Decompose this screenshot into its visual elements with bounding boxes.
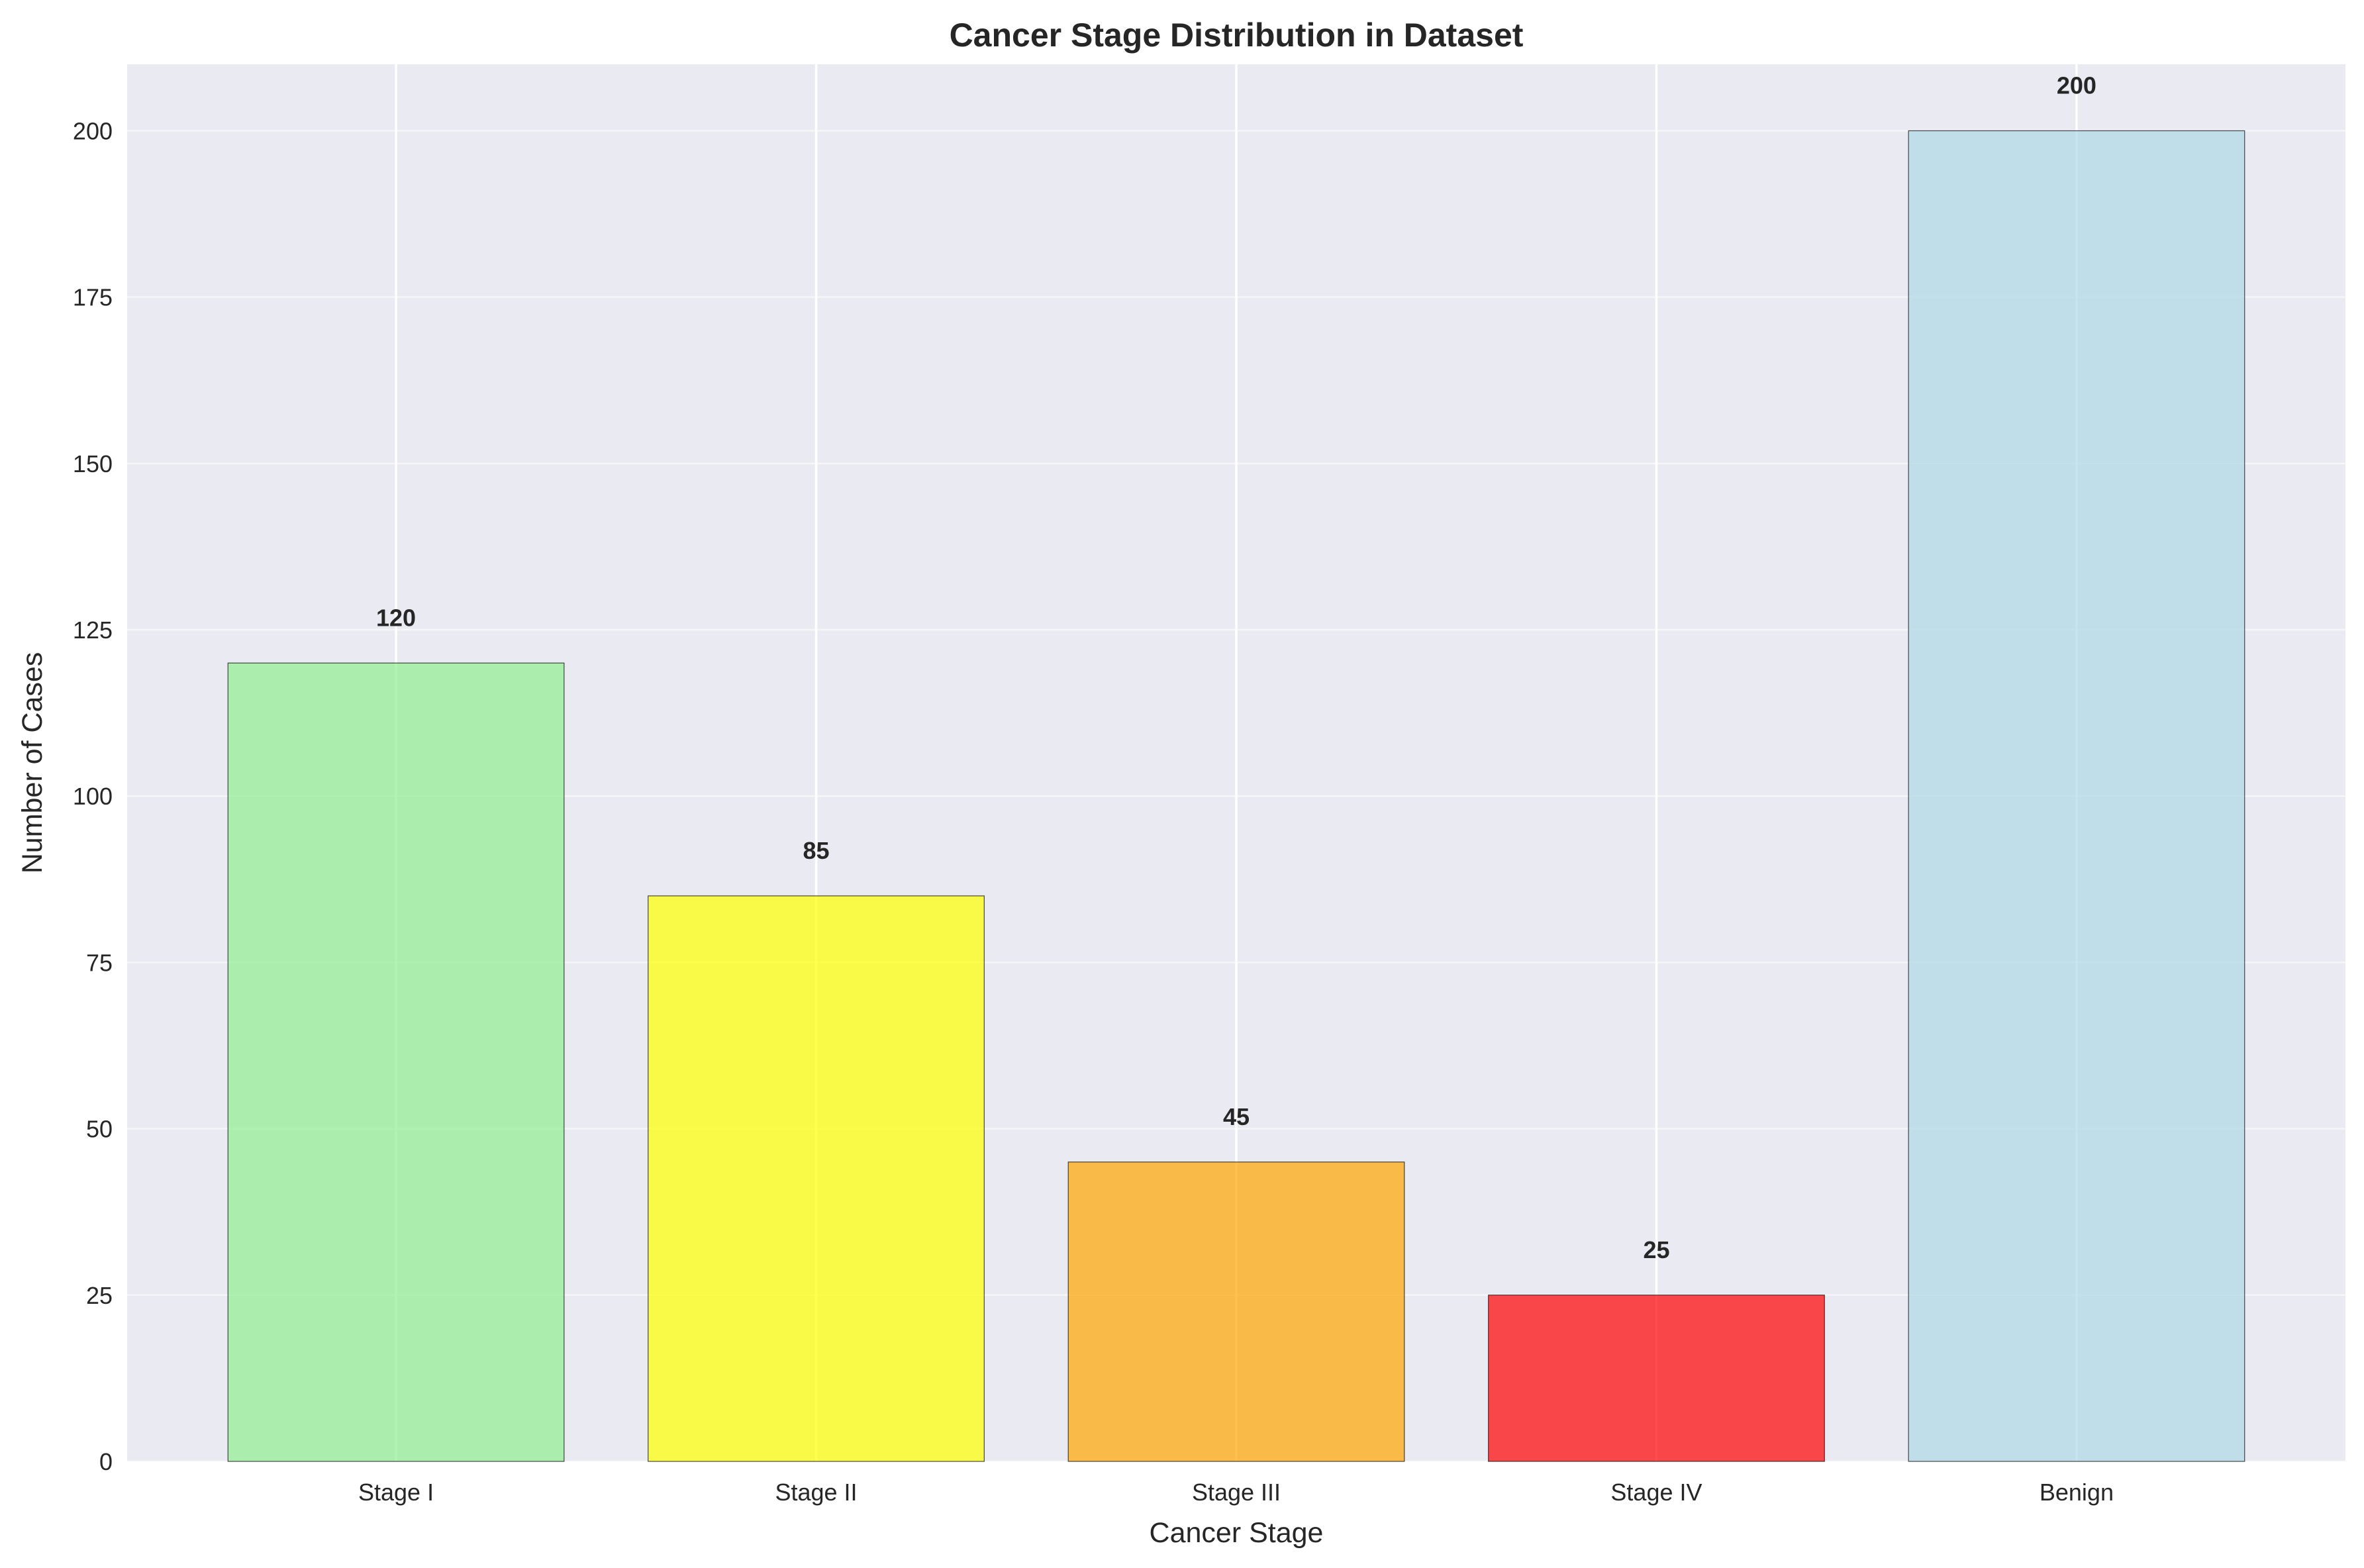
x-tick-label: Stage IV xyxy=(1610,1479,1702,1506)
y-tick-label: 100 xyxy=(73,783,113,810)
bar-stage-iv xyxy=(1488,1295,1825,1462)
chart-title: Cancer Stage Distribution in Dataset xyxy=(950,17,1524,54)
y-tick-label: 75 xyxy=(86,949,113,976)
data-label: 45 xyxy=(1223,1103,1250,1130)
data-label: 120 xyxy=(376,604,416,631)
bars xyxy=(227,130,2245,1462)
data-label: 25 xyxy=(1643,1236,1669,1263)
bar-stage-ii xyxy=(648,895,985,1462)
x-tick-label: Benign xyxy=(2040,1479,2114,1506)
bar-stage-iii xyxy=(1067,1161,1405,1462)
data-label: 85 xyxy=(803,837,830,864)
x-tick-label: Stage III xyxy=(1192,1479,1281,1506)
y-tick-label: 125 xyxy=(73,616,113,644)
y-tick-label: 50 xyxy=(86,1116,113,1143)
y-tick-label: 200 xyxy=(73,117,113,144)
x-tick-labels: Stage I Stage II Stage III Stage IV Benign xyxy=(358,1479,2114,1506)
y-tick-label: 175 xyxy=(73,284,113,311)
y-axis-label: Number of Cases xyxy=(17,652,48,874)
y-tick-label: 25 xyxy=(86,1282,113,1309)
x-tick-label: Stage I xyxy=(358,1479,434,1506)
bar-benign xyxy=(1908,130,2245,1462)
y-tick-label: 150 xyxy=(73,450,113,477)
y-tick-labels: 0 25 50 75 100 125 150 175 200 xyxy=(73,117,113,1475)
bar-stage-i xyxy=(227,662,565,1462)
x-axis-label: Cancer Stage xyxy=(1150,1517,1324,1549)
data-label: 200 xyxy=(2057,72,2096,99)
x-tick-label: Stage II xyxy=(775,1479,857,1506)
y-tick-label: 0 xyxy=(99,1448,113,1475)
data-labels: 120 85 45 25 200 xyxy=(376,72,2096,1263)
